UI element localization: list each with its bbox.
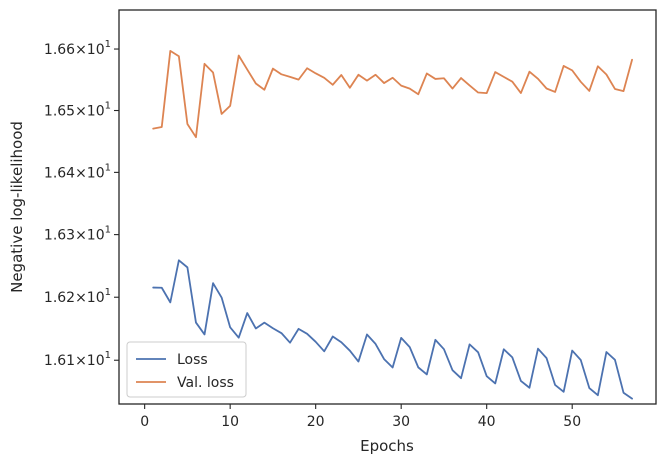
series-layer: [152, 49, 633, 400]
x-tick-label: 50: [563, 414, 581, 430]
y-tick-label: 1.64×101: [44, 162, 111, 181]
x-tick-label: 30: [392, 414, 410, 430]
legend: Loss Val. loss: [126, 341, 247, 398]
series-line-0: [152, 259, 633, 400]
x-axis-label: Epochs: [360, 437, 414, 455]
plot-frame: [118, 9, 657, 405]
legend-label-loss: Loss: [177, 352, 208, 368]
y-tick-label: 1.62×101: [44, 287, 111, 306]
legend-label-val-loss: Val. loss: [177, 375, 234, 391]
series-line-1: [152, 49, 633, 139]
y-tick-label: 1.63×101: [44, 225, 111, 244]
y-tick-label: 1.61×101: [44, 350, 111, 369]
x-tick-label: 20: [307, 414, 325, 430]
y-tick-label: 1.65×101: [44, 101, 111, 120]
y-axis-label: Negative log-likelihood: [8, 121, 26, 293]
x-tick-label: 40: [478, 414, 496, 430]
x-tick-label: 0: [140, 414, 149, 430]
x-tick-label: 10: [221, 414, 239, 430]
x-axis: 0 10 20 30 40 50: [140, 404, 581, 430]
y-axis: 1.61×101 1.62×101 1.63×101 1.64×101 1.65×101…: [44, 39, 119, 369]
legend-box: [126, 341, 247, 398]
y-tick-label: 1.66×101: [44, 39, 111, 58]
